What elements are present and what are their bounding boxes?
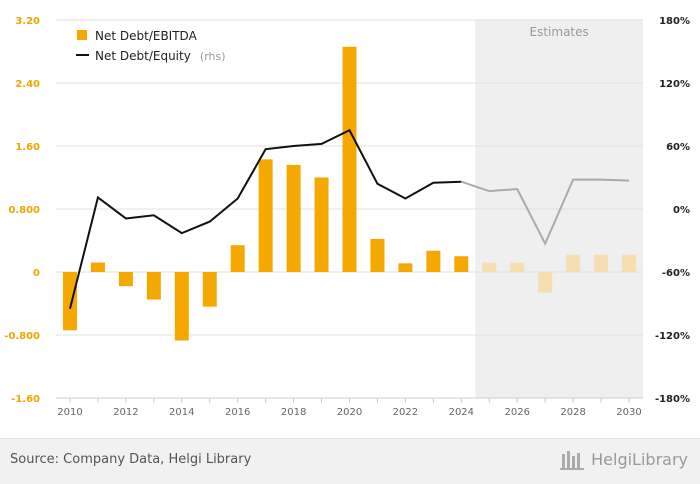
legend-label-net-debt-ebitda: Net Debt/EBITDA <box>95 29 198 43</box>
bar-net-debt-ebitda <box>482 262 497 272</box>
footer: Source: Company Data, Helgi Library Helg… <box>0 438 700 484</box>
x-tick-label: 2026 <box>504 407 529 418</box>
y-tick-label-left: -1.60 <box>11 394 40 405</box>
bar-net-debt-ebitda <box>314 177 329 272</box>
bar-net-debt-ebitda <box>370 238 385 272</box>
bar-net-debt-ebitda <box>398 263 413 272</box>
x-tick-label: 2012 <box>113 407 138 418</box>
legend-name-net-debt-equity: Net Debt/Equity <box>95 49 191 63</box>
legend: Net Debt/EBITDA Net Debt/Equity (rhs) <box>76 29 226 64</box>
brand-logo: HelgiLibrary <box>560 448 688 470</box>
x-tick-label: 2010 <box>57 407 82 418</box>
bar-net-debt-ebitda <box>62 272 77 331</box>
line-net-debt-equity <box>69 128 462 309</box>
y-tick-label-right: -60% <box>662 268 690 279</box>
bar-net-debt-ebitda <box>174 272 189 341</box>
x-tick-label: 2018 <box>281 407 306 418</box>
bar-net-debt-ebitda <box>258 159 273 272</box>
bar-net-debt-ebitda <box>454 256 469 272</box>
x-tick-label: 2014 <box>169 407 194 418</box>
chart: Estimates 3.202.401.600.8000-0.800-1.60 … <box>4 16 690 418</box>
source-note: Source: Company Data, Helgi Library <box>10 452 252 467</box>
bar-net-debt-ebitda <box>202 272 217 307</box>
bar-net-debt-ebitda <box>426 250 441 272</box>
bar-net-debt-ebitda <box>594 254 609 272</box>
x-tick-label: 2022 <box>393 407 418 418</box>
bar-net-debt-ebitda <box>622 254 637 272</box>
bar-net-debt-ebitda <box>230 245 245 272</box>
bar-net-debt-ebitda <box>118 272 133 287</box>
legend-suffix-rhs: (rhs) <box>200 50 226 63</box>
bar-net-debt-ebitda <box>90 262 105 272</box>
estimates-label: Estimates <box>530 25 589 39</box>
x-tick-label: 2024 <box>449 407 474 418</box>
bar-net-debt-ebitda <box>510 262 525 272</box>
y-tick-label-right: -180% <box>655 394 690 405</box>
y-tick-label-left: 2.40 <box>15 79 40 90</box>
bar-net-debt-ebitda <box>286 164 301 272</box>
y-tick-label-right: -120% <box>655 331 690 342</box>
line-net-debt-equity-estimates <box>460 178 630 246</box>
bar-net-debt-ebitda <box>538 272 553 293</box>
x-tick-label: 2020 <box>337 407 362 418</box>
y-tick-label-left: 0.800 <box>8 205 40 216</box>
y-tick-label-right: 120% <box>659 79 690 90</box>
y-tick-label-right: 0% <box>673 205 690 216</box>
bar-net-debt-ebitda <box>342 46 357 273</box>
bar-net-debt-ebitda <box>566 254 581 272</box>
y-tick-label-left: -0.800 <box>4 331 40 342</box>
x-tick-label: 2016 <box>225 407 250 418</box>
library-icon <box>560 451 585 470</box>
legend-label-net-debt-equity: Net Debt/Equity (rhs) <box>95 45 226 64</box>
y-tick-label-left: 1.60 <box>15 142 40 153</box>
y-tick-label-left: 0 <box>33 268 40 279</box>
brand-name: HelgiLibrary <box>591 449 688 469</box>
y-tick-label-right: 60% <box>666 142 690 153</box>
x-tick-label: 2028 <box>560 407 585 418</box>
y-tick-label-right: 180% <box>659 16 690 27</box>
legend-swatch-net-debt-ebitda <box>77 30 87 40</box>
x-tick-label: 2030 <box>616 407 641 418</box>
bar-net-debt-ebitda <box>146 272 161 300</box>
y-tick-label-left: 3.20 <box>15 16 40 27</box>
